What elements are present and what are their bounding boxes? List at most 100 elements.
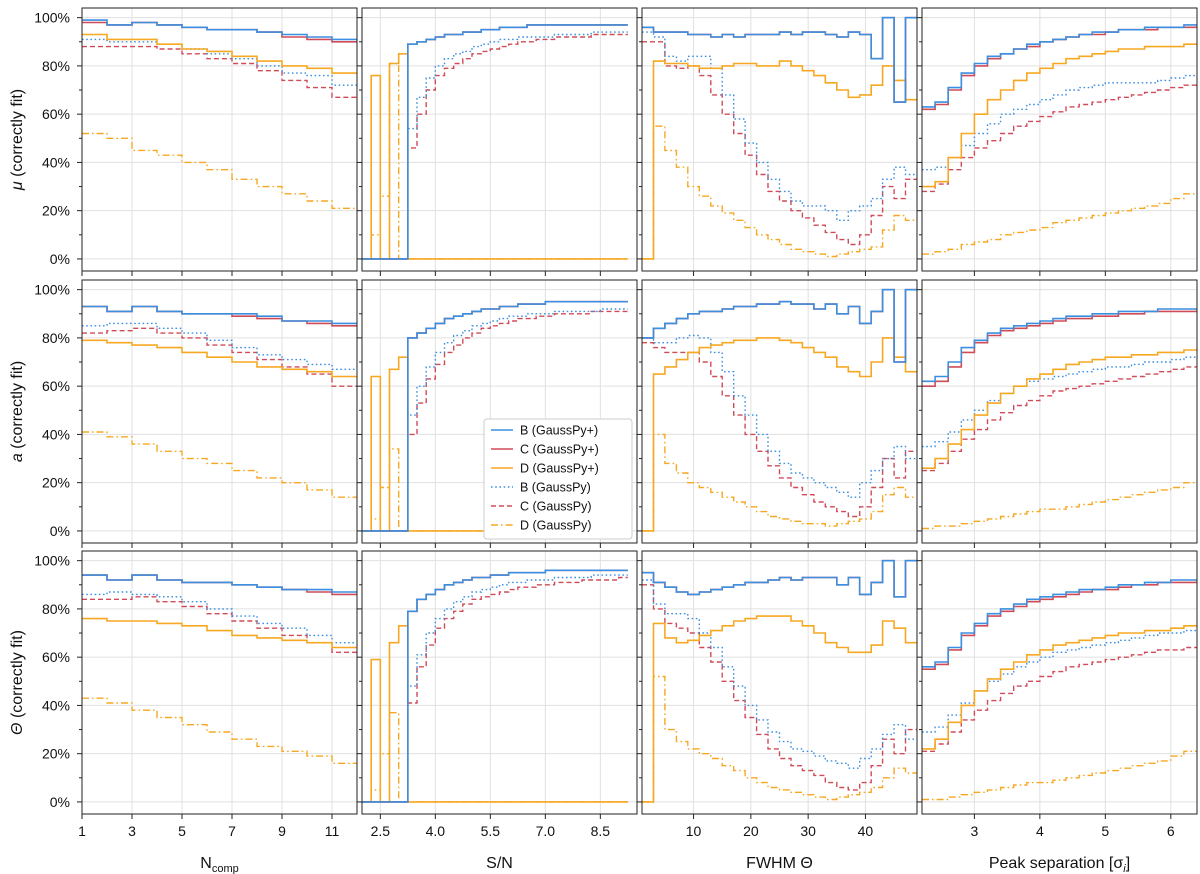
series-c-gausspy-plus-step [362,569,628,803]
gridlines [642,280,917,543]
panel-r2-c3: 3 4 5 6 [917,550,1198,839]
y-tick-label: 80% [42,58,70,74]
x-tick-label: 1 [78,823,86,839]
series-d-gausspy-step [922,193,1197,255]
series-c-gausspy-plus-step [642,16,917,103]
series-b-gausspy-step [642,334,917,498]
x-tick-label: 7 [228,823,236,839]
axes-frame [921,7,1198,272]
series-b-gausspy-step [922,74,1197,171]
panel-r1-c0: 0% 20% 40% 60% 80% 100% [34,279,358,548]
y-tick-label: 20% [42,475,70,491]
series-b-gausspy-step [82,322,357,370]
x-axis-label: S/N [486,855,513,872]
x-tick-label: 4 [1036,823,1044,839]
series-b-gausspy-step [922,356,1197,448]
gridlines [81,551,357,814]
series-d-gausspy-step [642,125,917,260]
series-b-gausspy-plus-step [82,574,357,593]
series-d-gausspy-step [922,482,1197,530]
series-d-gausspy-plus-step [642,615,917,803]
x-tick-label: 3 [970,823,978,839]
axes-frame [361,550,638,815]
series-c-gausspy-step [642,342,917,518]
series-d-gausspy-step [82,697,357,764]
y-tick-label: 20% [42,203,70,219]
y-tick-label: 0% [50,794,70,810]
y-tick-label: 40% [42,426,70,442]
x-tick-label: 8.5 [591,823,611,839]
series-c-gausspy-plus-step [922,310,1197,387]
series-d-gausspy-plus-step [362,625,628,803]
series-c-gausspy-step [362,576,628,803]
y-tick-label: 100% [34,553,70,569]
axes-frame [641,7,918,272]
gridlines [81,8,357,271]
series-c-gausspy-plus-step [82,305,357,327]
series-b-gausspy-plus-step [922,24,1197,108]
x-tick-label: 5 [178,823,186,839]
gridlines [362,551,637,814]
x-tick-label: 11 [325,823,340,839]
legend-label-b-gausspy-plus: B (GaussPy+) [520,424,598,438]
panel-r0-c2 [637,7,918,276]
panel-r2-c1: 2.5 4.0 5.5 7.0 8.5 [357,550,638,839]
y-tick-label: 60% [42,378,70,394]
series-c-gausspy-step [82,596,357,653]
panel-r1-c2 [637,279,918,548]
panel-r0-c0: 0% 20% 40% 60% 80% 100% [34,7,358,276]
x-tick-label: 5.5 [481,823,501,839]
series-b-gausspy-step [362,31,628,260]
x-tick-label: 9 [278,823,286,839]
legend-label-c-gausspy-plus: C (GaussPy+) [520,443,599,457]
series-d-gausspy-step [362,712,628,803]
y-axis-label: Θ (correctly fit) [9,630,26,735]
y-tick-label: 60% [42,649,70,665]
series-d-gausspy-plus-step [362,53,628,260]
axes-frame [81,550,358,815]
legend-box [483,418,633,540]
panel-r1-c3 [917,279,1198,548]
series-d-gausspy-step [82,132,357,209]
y-tick-label: 0% [50,523,70,539]
x-tick-label: 3 [128,823,136,839]
y-tick-label: 100% [34,10,70,26]
series-b-gausspy-step [82,591,357,644]
axes-frame [361,7,638,272]
series-b-gausspy-plus-step [922,579,1197,668]
x-tick-label: 2.5 [371,823,391,839]
legend-label-d-gausspy: D (GaussPy) [520,519,592,533]
series-d-gausspy-plus-step [642,60,917,260]
series-b-gausspy-plus-step [922,308,1197,383]
series-c-gausspy-step [922,84,1197,193]
y-tick-label: 80% [42,330,70,346]
series-d-gausspy-plus-step [922,349,1197,469]
series-b-gausspy-plus-step [642,288,917,363]
series-c-gausspy-step [922,646,1197,752]
y-tick-label: 100% [34,282,70,298]
series-d-gausspy-step [922,750,1197,801]
series-c-gausspy-plus-step [922,581,1197,670]
x-tick-label: 6 [1167,823,1175,839]
series-d-gausspy-step [362,62,628,260]
series-d-gausspy-plus-step [82,33,357,74]
y-tick-label: 40% [42,697,70,713]
series-d-gausspy-step [82,431,357,498]
x-tick-label: 10 [686,823,702,839]
legend-label-b-gausspy: B (GaussPy) [520,481,591,495]
y-axis-label: a (correctly fit) [9,361,26,462]
series-b-gausspy-plus-step [362,569,628,803]
series-d-gausspy-plus-step [642,337,917,532]
series-c-gausspy-plus-step [642,288,917,363]
x-axis-label: Peak separation [σi] [989,855,1130,874]
axes-frame [81,279,358,544]
series-c-gausspy-step [642,41,917,246]
series-b-gausspy-plus-step [642,559,917,598]
gridlines [81,280,357,543]
series-d-gausspy-step [642,433,917,532]
legend-label-c-gausspy: C (GaussPy) [520,500,592,514]
y-tick-label: 60% [42,106,70,122]
series-b-gausspy-plus-step [362,24,628,260]
axes-frame [921,550,1198,815]
